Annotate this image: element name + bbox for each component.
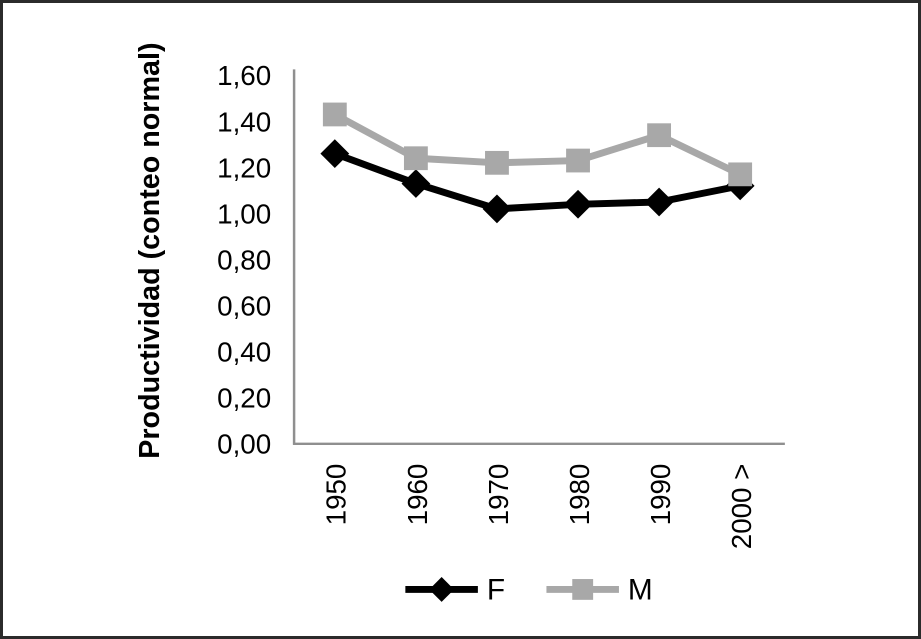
marker-F-1960	[401, 169, 431, 198]
x-tick-label: 1980	[564, 464, 595, 526]
y-tick-label: 0,20	[217, 383, 271, 414]
y-tick-label: 0,80	[217, 245, 271, 276]
y-axis-title: Productividad (conteo normal)	[134, 43, 166, 459]
y-tick-label: 0,00	[217, 429, 271, 460]
x-tick-label: 1970	[483, 464, 514, 526]
legend-marker-M	[572, 579, 594, 600]
y-tick-label: 1,60	[217, 60, 271, 91]
y-tick-label: 0,60	[217, 291, 271, 322]
y-tick-label: 1,20	[217, 152, 271, 183]
legend-item-M: M	[546, 573, 653, 606]
marker-F-1970	[482, 194, 512, 224]
marker-F-1990	[644, 187, 674, 217]
legend-item-F: F	[405, 573, 505, 606]
x-axis-tick-labels: 1950 1960 1970 1980 1990 2000 >	[321, 464, 757, 550]
axes	[292, 69, 785, 446]
marker-M-1960	[403, 146, 428, 171]
y-tick-label: 1,00	[217, 198, 271, 229]
marker-M-1970	[485, 150, 509, 175]
plot-series	[320, 102, 755, 224]
marker-F-1980	[563, 189, 593, 219]
y-tick-label: 1,40	[217, 106, 271, 137]
legend-marker-F	[429, 577, 455, 602]
marker-M-1950	[322, 102, 347, 127]
series-line-M	[333, 111, 742, 178]
series-line-F	[333, 150, 741, 213]
marker-M-1990	[647, 123, 672, 148]
x-tick-label: 2000 >	[726, 464, 757, 550]
marker-M-1980	[566, 148, 590, 173]
marker-M-2000 >	[728, 162, 753, 187]
marker-F-1950	[320, 139, 350, 168]
line-chart-svg: Productividad (conteo normal) 0,000,200,…	[134, 43, 785, 606]
legend-label-M: M	[628, 573, 653, 606]
y-axis-tick-labels: 0,00 0,20 0,40 0,60 0,80 1,00 1,20 1,40 1,60	[217, 60, 271, 459]
x-tick-label: 1990	[645, 464, 676, 526]
x-tick-label: 1950	[321, 464, 352, 526]
x-tick-label: 1960	[402, 464, 433, 526]
legend-label-F: F	[487, 573, 505, 606]
y-tick-label: 0,40	[217, 337, 271, 368]
